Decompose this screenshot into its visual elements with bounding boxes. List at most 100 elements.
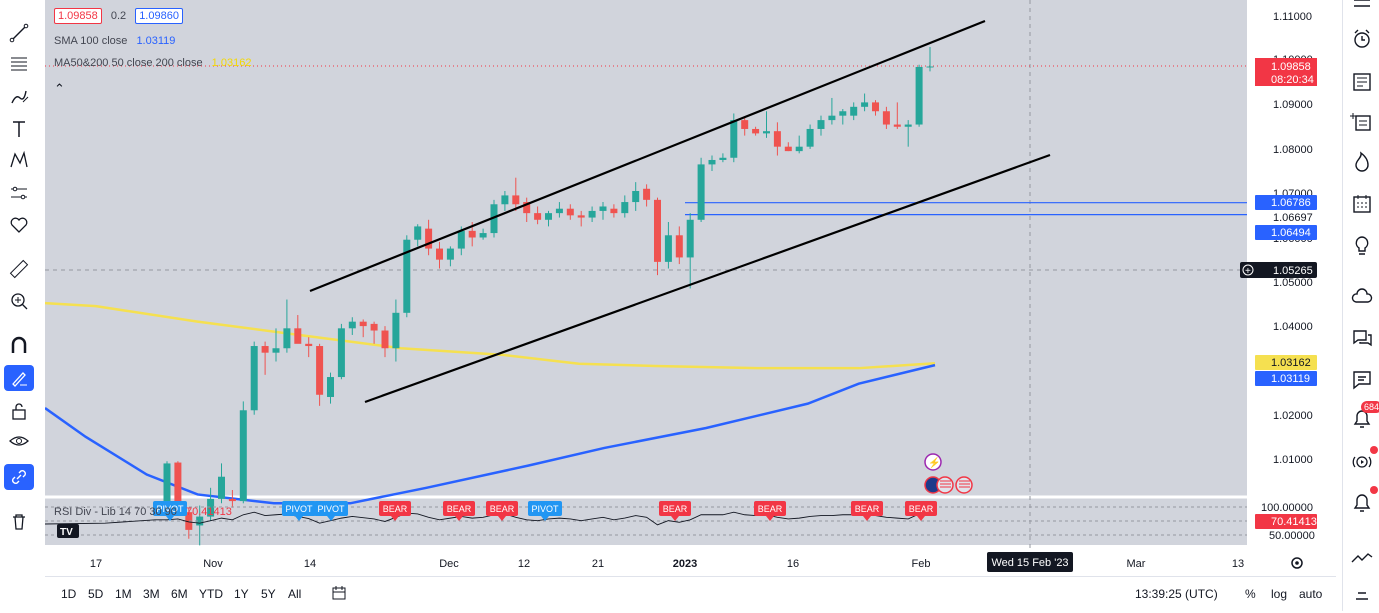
candle-body bbox=[632, 190, 640, 203]
heart-icon[interactable] bbox=[4, 212, 34, 238]
candle-body bbox=[828, 115, 836, 121]
candle-body bbox=[523, 202, 531, 214]
range-6m-button[interactable]: 6M bbox=[171, 587, 188, 601]
rsi-pane bbox=[45, 506, 1247, 536]
auto-scale-toggle[interactable]: auto bbox=[1299, 587, 1323, 601]
range-5d-button[interactable]: 5D bbox=[88, 587, 104, 601]
range-1m-button[interactable]: 1M bbox=[115, 587, 132, 601]
price-tick-label: 1.11000 bbox=[1273, 11, 1312, 23]
candle-body bbox=[839, 111, 847, 116]
ruler-icon[interactable] bbox=[4, 256, 34, 282]
time-tick-label: Nov bbox=[203, 558, 223, 570]
candle-body bbox=[730, 120, 738, 158]
pulse-line-icon[interactable] bbox=[1348, 544, 1376, 572]
rsi-tag-pointer bbox=[327, 516, 335, 521]
data-window-icon[interactable] bbox=[1348, 585, 1376, 613]
horizontal-lines-icon[interactable] bbox=[4, 50, 34, 76]
price-scale[interactable] bbox=[1247, 0, 1336, 576]
candle-body bbox=[741, 120, 749, 129]
drawing-toolbar bbox=[0, 0, 38, 611]
forecast-icon[interactable] bbox=[4, 180, 34, 206]
utc-clock[interactable]: 13:39:25 (UTC) bbox=[1135, 587, 1218, 601]
rsi-tag-label: BEAR bbox=[758, 504, 783, 514]
alerts-bell-icon[interactable] bbox=[1348, 486, 1378, 516]
rsi-tag-pivot: PIVOT bbox=[282, 501, 316, 521]
rsi-tag-bg bbox=[379, 501, 411, 516]
candle-body bbox=[337, 328, 345, 378]
channel-lines[interactable] bbox=[309, 19, 1051, 404]
time-tick-label: 14 bbox=[304, 558, 316, 570]
rsi-tag-label: BEAR bbox=[909, 504, 934, 514]
notes-chat-icon[interactable] bbox=[1348, 366, 1376, 394]
text-tool-icon[interactable] bbox=[4, 116, 34, 142]
broadcast-play-icon[interactable] bbox=[1348, 446, 1378, 476]
range-1y-button[interactable]: 1Y bbox=[234, 587, 249, 601]
goto-date-icon[interactable] bbox=[331, 585, 347, 604]
sma-legend-label[interactable]: SMA 100 close bbox=[54, 35, 128, 47]
candle-body bbox=[806, 128, 814, 147]
eye-icon[interactable] bbox=[4, 428, 34, 454]
link-icon[interactable] bbox=[4, 464, 34, 490]
magnet-icon[interactable] bbox=[4, 333, 34, 359]
candle-body bbox=[555, 208, 563, 214]
bid-price[interactable]: 1.09860 bbox=[135, 8, 183, 24]
range-ytd-button[interactable]: YTD bbox=[199, 587, 223, 601]
candle-body bbox=[817, 120, 825, 129]
logo-text: TV bbox=[60, 527, 73, 538]
rsi-tag-bg bbox=[905, 501, 937, 516]
chats-icon[interactable] bbox=[1348, 324, 1376, 352]
rsi-tag-label: PIVOT bbox=[156, 504, 184, 514]
price-tick-label: 1.05000 bbox=[1273, 277, 1313, 289]
gear-center bbox=[1295, 561, 1299, 565]
pattern-icon[interactable] bbox=[4, 147, 34, 173]
lock-icon[interactable] bbox=[4, 398, 34, 424]
collapse-legend-icon[interactable]: ⌃ bbox=[54, 81, 65, 96]
rsi-tag-bg bbox=[528, 501, 562, 516]
event-markers: ⚡ TV bbox=[57, 453, 973, 538]
streams-cloud-icon[interactable] bbox=[1348, 283, 1376, 311]
trend-line-icon[interactable] bbox=[4, 20, 34, 46]
news-icon[interactable] bbox=[1348, 68, 1376, 96]
range-1d-button[interactable]: 1D bbox=[61, 587, 77, 601]
candle-body bbox=[446, 248, 454, 260]
zoom-in-icon[interactable] bbox=[4, 288, 34, 314]
watchlist-icon[interactable] bbox=[1348, 0, 1376, 20]
candle-body bbox=[163, 463, 171, 504]
brush-icon[interactable] bbox=[4, 84, 34, 110]
range-3m-button[interactable]: 3M bbox=[143, 587, 160, 601]
current-price-bg bbox=[1255, 58, 1317, 86]
percent-scale-toggle[interactable]: % bbox=[1245, 587, 1256, 601]
notifications-icon[interactable]: 684 bbox=[1348, 401, 1379, 433]
rsi-tag-pointer bbox=[455, 516, 463, 521]
log-scale-toggle[interactable]: log bbox=[1271, 587, 1288, 601]
channel-lower-line bbox=[364, 153, 1051, 404]
candle-body bbox=[654, 199, 661, 262]
rsi-legend-label[interactable]: RSI Div - Lib 14 70 30 90 bbox=[54, 506, 177, 518]
rsi-tag-bg bbox=[486, 501, 518, 516]
trash-icon[interactable] bbox=[4, 508, 34, 534]
ma-legend-label[interactable]: MA50&200 50 close 200 close bbox=[54, 57, 203, 69]
add-list-icon[interactable] bbox=[1348, 108, 1376, 136]
range-all-button[interactable]: All bbox=[288, 587, 302, 601]
ask-price[interactable]: 1.09858 bbox=[54, 8, 102, 24]
calendar-icon[interactable] bbox=[1348, 190, 1376, 218]
chart-area[interactable]: PIVOT PIVOT PIVOT BEAR BEAR BEAR PIVOT BEAR BEAR… bbox=[45, 0, 1336, 576]
candle-body bbox=[501, 195, 509, 205]
us-flag-icon-2 bbox=[955, 476, 973, 494]
event-lightning-glyph: ⚡ bbox=[928, 456, 940, 469]
crosshair-date-label: Wed 15 Feb '23 bbox=[991, 557, 1068, 569]
time-tick-label: Dec bbox=[439, 558, 459, 570]
candle-body bbox=[872, 102, 879, 112]
candle-body bbox=[457, 230, 465, 249]
gear-ring bbox=[1291, 557, 1303, 569]
settings-gear-icon[interactable] bbox=[1291, 557, 1303, 569]
ideas-lightbulb-icon[interactable] bbox=[1348, 232, 1376, 260]
hotlist-flame-icon[interactable] bbox=[1348, 148, 1376, 176]
range-5y-button[interactable]: 5Y bbox=[261, 587, 276, 601]
ma-legend-value: 1.03162 bbox=[211, 57, 252, 69]
candle-body bbox=[915, 66, 923, 125]
alarm-clock-icon[interactable] bbox=[1348, 25, 1376, 53]
drawing-mode-icon[interactable] bbox=[4, 365, 34, 391]
sma100-path bbox=[45, 363, 936, 505]
time-axis-labels: 17 Nov 14 Dec 12 21 2023 16 Feb Mar 13 Wed 15 Feb '… bbox=[90, 552, 1303, 572]
